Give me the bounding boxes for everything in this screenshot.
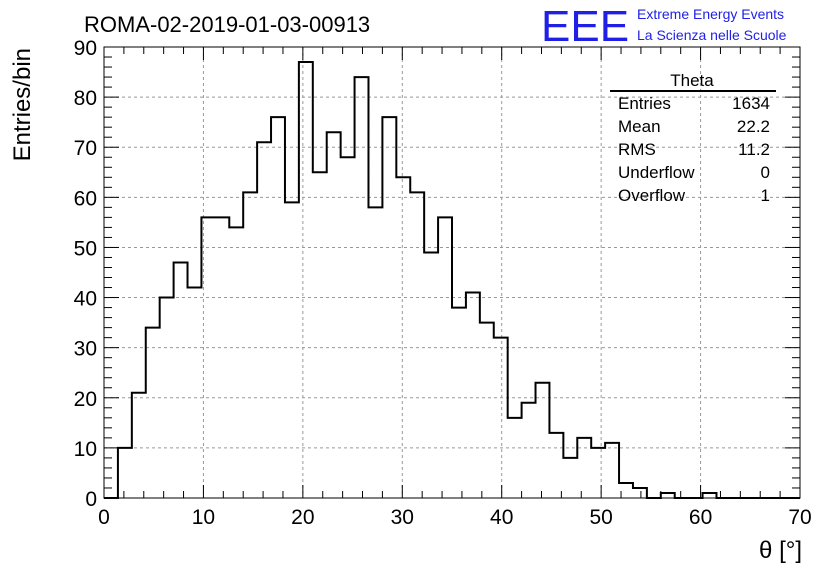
stats-value-overflow: 1 [761,186,770,205]
histogram-bin-4 [160,298,174,498]
histogram-bin-16 [327,132,341,498]
histogram-bin-31 [536,383,550,498]
histogram-bin-32 [549,433,563,498]
histogram-bin-7 [201,217,215,498]
y-tick-labels: 0 10 20 30 40 50 60 70 80 90 [74,37,97,511]
x-tick-label-1: 10 [192,506,215,529]
histogram-bin-33 [563,458,577,498]
histogram-bin-38 [633,488,647,498]
x-tick-label-7: 70 [788,506,811,529]
histogram-bin-24 [438,217,452,498]
histogram-bin-25 [452,308,466,498]
x-axis-title: θ [°] [759,537,802,564]
eee-logo-mark: EEE [541,2,629,51]
histogram-bin-12 [271,117,285,498]
plot-frame [103,46,801,499]
histogram-bin-6 [188,288,202,498]
histogram-bin-14 [299,62,313,498]
x-tick-label-5: 50 [589,506,612,529]
histogram-bin-17 [341,157,355,498]
y-axis-title: Entries/bin [9,48,36,161]
stats-label-mean: Mean [618,117,661,136]
stats-value-mean: 22.2 [737,117,770,136]
histogram-bin-2 [132,393,146,498]
eee-logo-line2: La Scienza nelle Scuole [637,27,787,43]
histogram-bin-23 [424,252,438,498]
y-tick-label-6: 60 [74,187,97,210]
axis-ticks [103,46,801,499]
x-tick-label-3: 30 [391,506,414,529]
histogram-bin-36 [605,443,619,498]
histogram-bin-22 [410,192,424,498]
y-tick-label-7: 70 [74,137,97,160]
histogram-bin-40 [661,493,675,498]
y-tick-label-2: 20 [74,388,97,411]
histogram-series [104,61,800,499]
stats-value-underflow: 0 [761,163,770,182]
x-tick-label-6: 60 [689,506,712,529]
histogram-bin-10 [243,192,257,498]
histogram-bin-35 [591,448,605,498]
y-tick-label-1: 10 [74,438,97,461]
stats-label-entries: Entries [618,94,671,113]
stats-title: Theta [670,71,714,90]
histogram-bin-21 [396,177,410,498]
chart-title: ROMA-02-2019-01-03-00913 [84,12,370,37]
eee-logo-line1: Extreme Energy Events [637,6,784,22]
histogram-bin-26 [466,293,480,498]
y-tick-label-0: 0 [85,488,97,511]
histogram-bin-18 [355,77,369,498]
y-tick-label-3: 30 [74,338,97,361]
stats-value-rms: 11.2 [738,140,770,159]
histogram-bin-34 [577,438,591,498]
histogram-bin-1 [118,448,132,498]
stats-value-entries: 1634 [732,94,770,113]
histogram-bin-43 [703,493,717,498]
eee-logo: EEE Extreme Energy Events La Scienza nel… [541,2,787,51]
y-tick-label-8: 80 [74,87,97,110]
histogram-bin-5 [174,262,188,498]
histogram-bin-8 [215,217,229,498]
histogram-bin-29 [508,418,522,498]
histogram-bin-30 [522,403,536,498]
stats-rows: Entries 1634 Mean 22.2 RMS 11.2 Underflow 0 Over… [618,94,770,205]
histogram-outline [104,61,800,499]
x-tick-labels: 0 10 20 30 40 50 60 70 [98,506,812,529]
stats-label-rms: RMS [618,140,656,159]
histogram-bin-3 [146,328,160,498]
x-tick-label-4: 40 [490,506,513,529]
histogram-bin-11 [257,142,271,498]
x-tick-label-0: 0 [98,506,110,529]
y-tick-label-4: 40 [74,288,97,311]
stats-box: Theta Entries 1634 Mean 22.2 RMS 11.2 Underflo… [610,71,776,205]
histogram-bin-27 [480,323,494,498]
histogram-bin-28 [494,338,508,498]
histogram-bin-13 [285,202,299,498]
y-tick-label-5: 50 [74,237,97,260]
histogram-bin-15 [313,172,327,498]
histogram-bin-20 [382,117,396,498]
histogram-bin-9 [229,227,243,498]
stats-label-overflow: Overflow [618,186,686,205]
x-tick-label-2: 20 [291,506,314,529]
histogram-bin-19 [368,207,382,498]
y-tick-label-9: 90 [74,37,97,60]
stats-label-underflow: Underflow [618,163,695,182]
